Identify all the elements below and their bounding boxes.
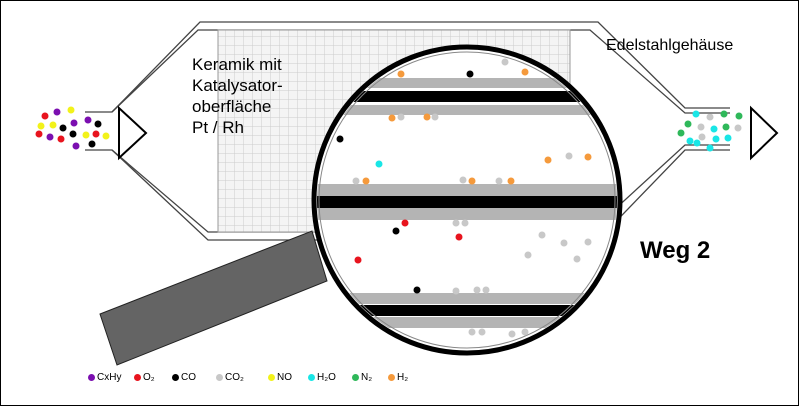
n2-dot-icon: [352, 374, 359, 381]
co-dot-icon: [172, 374, 179, 381]
no-dot-icon: [268, 374, 275, 381]
legend-label: N₂: [361, 372, 373, 383]
cxhy-dot-icon: [88, 374, 95, 381]
lens-molecules: [336, 58, 592, 338]
legend-label: H₂O: [317, 372, 336, 383]
inlet-sensor-icon: [118, 105, 148, 161]
magnifier-handle: [99, 230, 328, 366]
legend-label: NO: [277, 372, 292, 383]
o2-dot-icon: [134, 374, 141, 381]
legend-label: CxHy: [97, 372, 122, 383]
outlet-molecules: [677, 110, 743, 152]
legend-label: CO: [181, 372, 196, 383]
legend-item-h2o: H₂O: [308, 372, 336, 383]
ceramic-label-line: Katalysator-: [192, 76, 283, 95]
legend-item-no: NO: [268, 372, 292, 383]
ceramic-label: Keramik mit Katalysator- oberfläche Pt /…: [192, 54, 283, 138]
path-label: Weg 2: [640, 237, 711, 264]
legend-item-o2: O₂: [134, 372, 155, 383]
ceramic-label-line: oberfläche: [192, 97, 272, 116]
legend-item-co2: CO₂: [216, 372, 244, 383]
legend-label: CO₂: [225, 372, 244, 383]
legend-label: H₂: [397, 372, 409, 383]
outlet-sensor-icon: [750, 105, 779, 161]
co2-dot-icon: [216, 374, 223, 381]
housing-label: Edelstahlgehäuse: [606, 37, 734, 54]
h2-dot-icon: [388, 374, 395, 381]
inlet-molecules: [35, 106, 110, 150]
legend-item-cxhy: CxHy: [88, 372, 121, 383]
lens-channels: [317, 78, 617, 328]
legend-label: O₂: [143, 372, 155, 383]
legend-item-n2: N₂: [352, 372, 372, 383]
ceramic-label-line: Pt / Rh: [192, 118, 244, 137]
legend-item-co: CO: [172, 372, 196, 383]
h2o-dot-icon: [308, 374, 315, 381]
legend-item-h2: H₂: [388, 372, 408, 383]
ceramic-label-line: Keramik mit: [192, 55, 282, 74]
magnifier-lens: [311, 44, 623, 356]
